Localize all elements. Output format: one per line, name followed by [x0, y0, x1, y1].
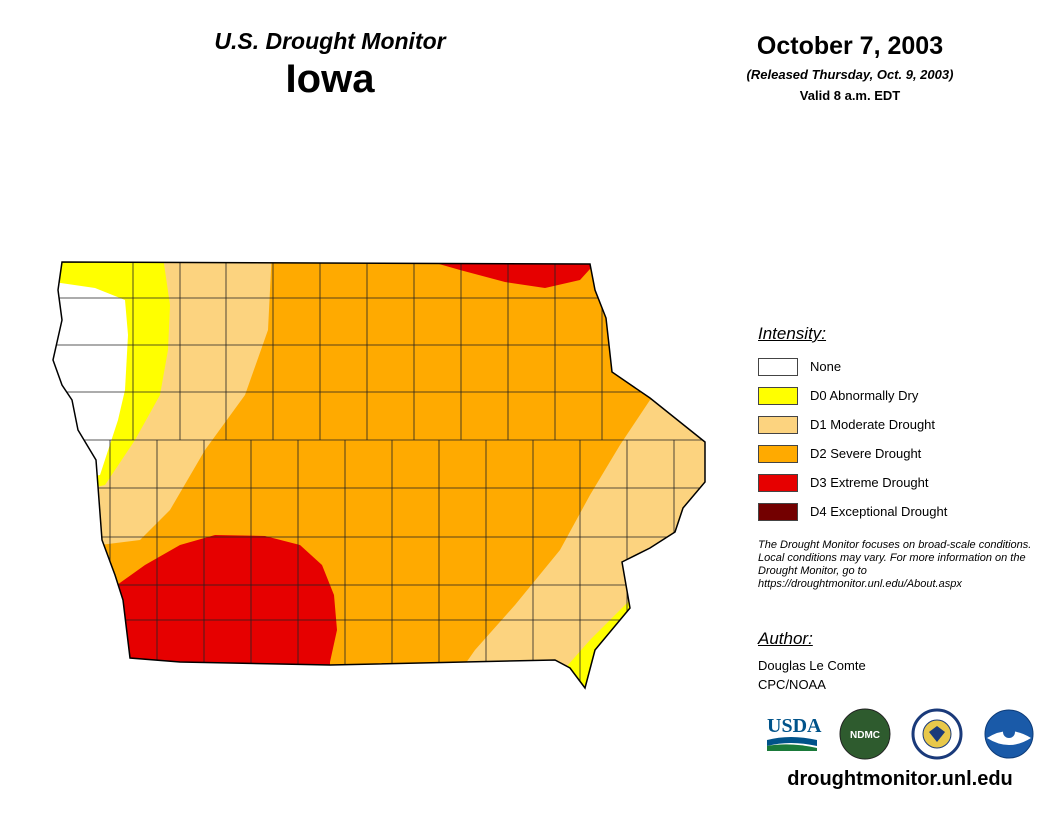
title-block: U.S. Drought Monitor Iowa	[150, 28, 510, 102]
legend-swatch	[758, 386, 798, 405]
d3-north-area	[425, 262, 600, 288]
legend-label: D0 Abnormally Dry	[810, 388, 919, 403]
legend-swatch	[758, 444, 798, 463]
legend: Intensity: None D0 Abnormally Dry D1 Moder…	[758, 324, 1048, 526]
legend-item: D0 Abnormally Dry	[758, 381, 1048, 410]
website-url[interactable]: droughtmonitor.unl.edu	[787, 768, 1013, 790]
date-block: October 7, 2003 (Released Thursday, Oct.…	[700, 32, 1000, 103]
legend-label: D3 Extreme Drought	[810, 475, 929, 490]
legend-swatch	[758, 357, 798, 376]
doc-logo	[911, 708, 963, 760]
legend-swatch	[758, 473, 798, 492]
author-title: Author:	[758, 629, 813, 648]
disclaimer-note: The Drought Monitor focuses on broad-sca…	[758, 539, 1032, 590]
legend-swatch	[758, 502, 798, 521]
legend-label: D4 Exceptional Drought	[810, 504, 948, 519]
usda-logo-text: USDA	[767, 715, 822, 737]
ndmc-logo: NDMC	[839, 708, 891, 760]
author-org: CPC/NOAA	[758, 677, 826, 692]
legend-item: D2 Severe Drought	[758, 439, 1048, 468]
noaa-logo	[984, 709, 1034, 759]
county-boundaries	[53, 262, 705, 688]
legend-item: None	[758, 352, 1048, 381]
legend-label: D1 Moderate Drought	[810, 417, 936, 432]
valid-time: Valid 8 a.m. EDT	[799, 88, 901, 103]
author-block: Douglas Le Comte CPC/NOAA	[758, 656, 866, 694]
iowa-outline	[52, 261, 706, 690]
usda-logo: USDA	[767, 715, 822, 751]
state-title: Iowa	[285, 57, 375, 101]
legend-swatch	[758, 415, 798, 434]
d3-southwest-area	[100, 535, 337, 688]
legend-title: Intensity:	[758, 324, 827, 343]
iowa-drought-map	[52, 261, 706, 690]
partner-logos: USDA NDMC	[767, 708, 1034, 760]
legend-items: None D0 Abnormally Dry D1 Moderate Drought…	[758, 352, 1048, 526]
legend-label: D2 Severe Drought	[810, 446, 922, 461]
ndmc-logo-text: NDMC	[850, 730, 880, 741]
legend-item: D1 Moderate Drought	[758, 410, 1048, 439]
legend-item: D4 Exceptional Drought	[758, 497, 1048, 526]
map-subtitle: U.S. Drought Monitor	[214, 28, 446, 54]
legend-item: D3 Extreme Drought	[758, 468, 1048, 497]
drought-areas	[53, 262, 705, 688]
author-name: Douglas Le Comte	[758, 658, 866, 673]
release-date: (Released Thursday, Oct. 9, 2003)	[746, 67, 954, 82]
map-date: October 7, 2003	[756, 32, 944, 60]
legend-label: None	[810, 359, 842, 374]
